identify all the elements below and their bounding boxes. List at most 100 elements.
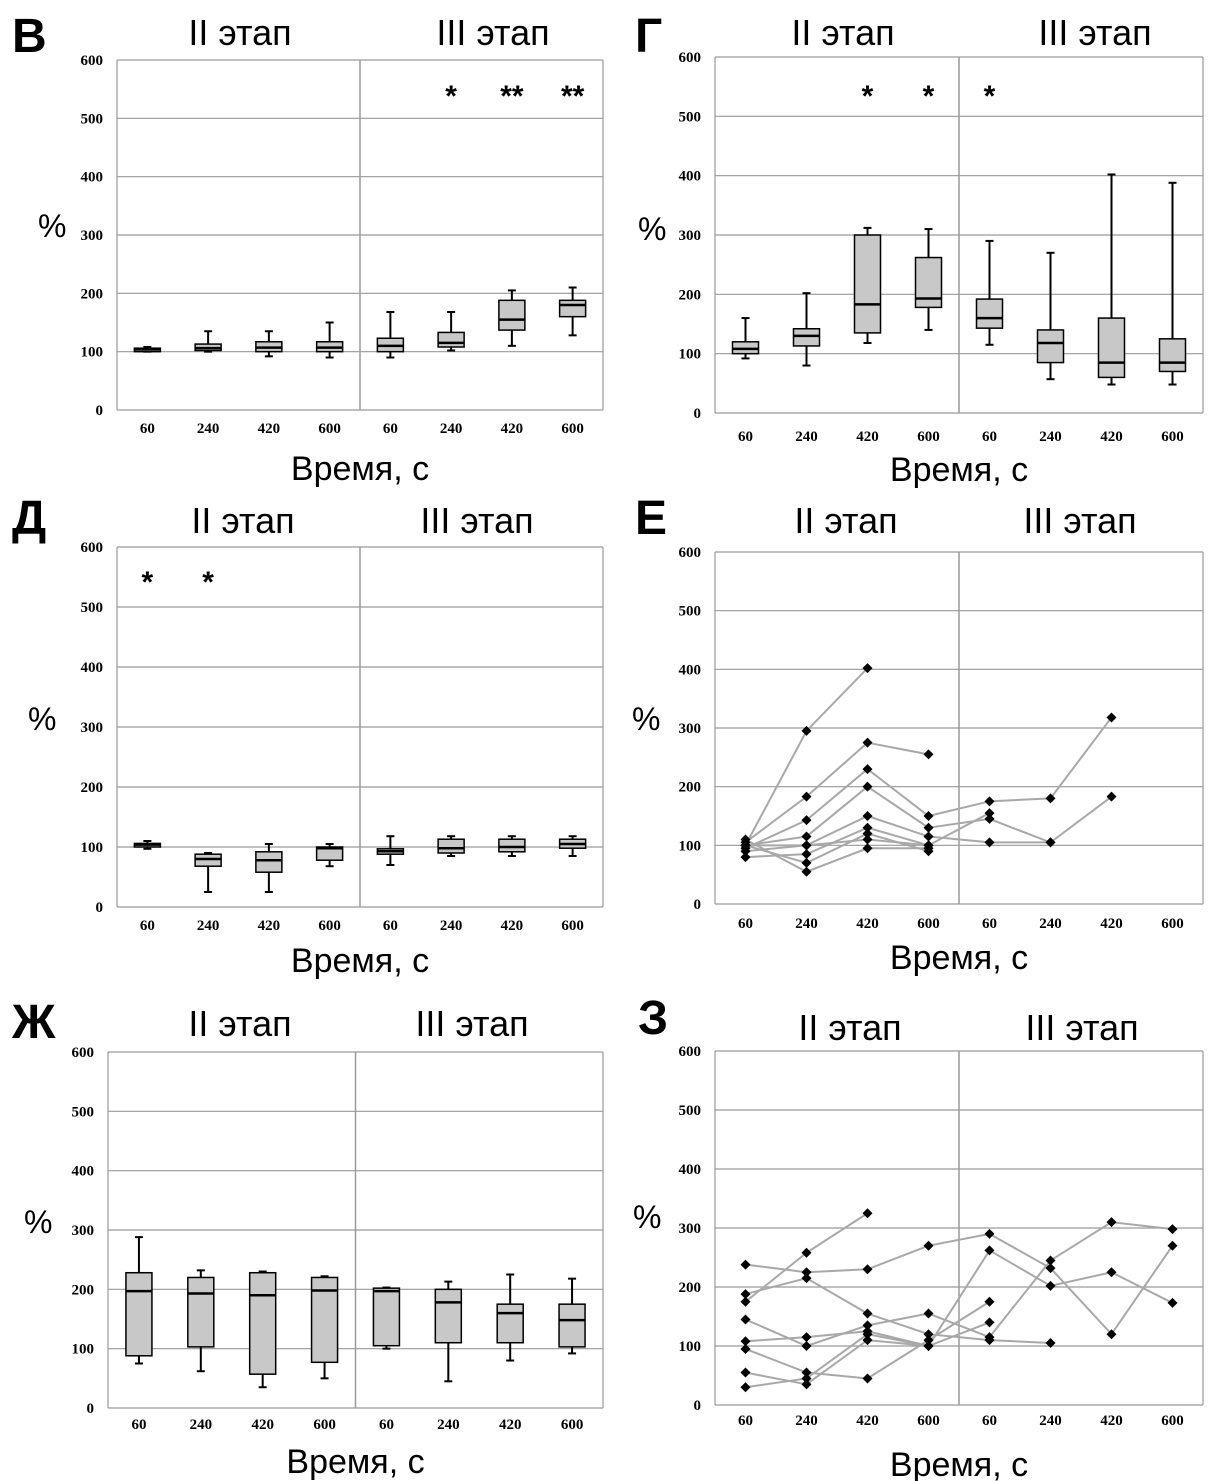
box xyxy=(1036,329,1065,364)
data-point-marker xyxy=(740,852,751,863)
data-point-marker xyxy=(1045,793,1056,804)
series-line xyxy=(745,1333,929,1389)
data-point-marker xyxy=(1106,1267,1117,1278)
data-point-marker xyxy=(740,1289,751,1300)
data-point-marker xyxy=(923,749,934,760)
significance-mark: * xyxy=(202,566,214,599)
x-tick-label: 60 xyxy=(131,1417,146,1433)
x-tick-label: 420 xyxy=(1100,429,1123,445)
y-tick-label: 0 xyxy=(694,897,702,913)
box xyxy=(437,331,465,348)
x-tick-label: 420 xyxy=(1100,1413,1123,1429)
x-tick-label: 420 xyxy=(499,1417,522,1433)
panel-letter: Д xyxy=(12,492,46,545)
x-tick-label: 60 xyxy=(379,1417,394,1433)
box xyxy=(792,327,821,347)
y-tick-label: 200 xyxy=(679,780,702,796)
data-point-marker xyxy=(984,1228,995,1239)
y-tick-label: 600 xyxy=(679,1044,702,1060)
data-point-marker xyxy=(862,822,873,833)
stage-label: III этап xyxy=(420,500,533,541)
data-point-marker xyxy=(923,811,934,821)
panel-letter: Ж xyxy=(11,996,56,1049)
significance-mark: ** xyxy=(561,80,585,113)
x-tick-label: 600 xyxy=(917,429,940,445)
x-tick-label: 240 xyxy=(1039,429,1062,445)
y-tick-label: 100 xyxy=(81,840,104,856)
x-tick-label: 60 xyxy=(982,916,997,932)
y-tick-label: 600 xyxy=(679,50,702,66)
x-tick-label: 60 xyxy=(383,421,398,437)
series-line xyxy=(745,1221,1173,1348)
x-axis-title: Время, с xyxy=(291,942,429,980)
stage-label: II этап xyxy=(798,1007,901,1048)
data-point-marker xyxy=(1167,1297,1178,1308)
y-tick-label: 600 xyxy=(81,53,104,69)
data-point-marker xyxy=(801,1367,812,1378)
y-axis-title: % xyxy=(632,701,660,737)
y-axis-title: % xyxy=(633,1199,661,1235)
data-point-marker xyxy=(801,815,812,826)
x-tick-label: 600 xyxy=(313,1417,336,1433)
stage-label: II этап xyxy=(191,500,294,541)
x-tick-label: 420 xyxy=(251,1417,274,1433)
data-point-marker xyxy=(1045,1263,1056,1274)
stage-label: II этап xyxy=(794,500,897,541)
x-tick-label: 240 xyxy=(1039,1413,1062,1429)
stage-label: III этап xyxy=(1038,12,1151,53)
x-tick-label: 240 xyxy=(440,918,463,934)
box xyxy=(1158,338,1187,373)
data-point-marker xyxy=(1106,712,1117,723)
y-tick-label: 200 xyxy=(679,287,702,303)
y-tick-label: 100 xyxy=(679,838,702,854)
box xyxy=(975,298,1004,329)
y-tick-label: 500 xyxy=(72,1104,95,1120)
data-point-marker xyxy=(740,1296,751,1307)
data-point-marker xyxy=(862,1208,873,1219)
y-tick-label: 0 xyxy=(694,406,702,422)
significance-mark: * xyxy=(984,80,996,113)
y-axis-title: % xyxy=(38,208,66,244)
data-point-marker xyxy=(862,1264,873,1275)
significance-mark: * xyxy=(142,566,154,599)
x-tick-label: 600 xyxy=(917,916,940,932)
box xyxy=(437,838,465,854)
data-point-marker xyxy=(801,791,812,802)
data-point-marker xyxy=(801,1247,812,1258)
stage-label: II этап xyxy=(188,12,291,53)
data-point-marker xyxy=(801,1379,812,1390)
y-tick-label: 400 xyxy=(679,1162,702,1178)
data-point-marker xyxy=(862,811,873,821)
y-tick-label: 0 xyxy=(96,403,104,419)
x-tick-label: 600 xyxy=(1161,429,1184,445)
series-line xyxy=(745,1249,1173,1348)
y-tick-label: 400 xyxy=(81,660,104,676)
significance-mark: ** xyxy=(500,80,524,113)
y-tick-label: 0 xyxy=(694,1398,702,1414)
y-tick-label: 500 xyxy=(679,1103,702,1119)
y-tick-label: 600 xyxy=(679,545,702,561)
y-tick-label: 100 xyxy=(72,1342,95,1358)
box xyxy=(372,1287,401,1347)
y-tick-label: 500 xyxy=(81,111,104,127)
data-point-marker xyxy=(984,1245,995,1256)
data-point-marker xyxy=(862,1329,873,1340)
data-point-marker xyxy=(1045,1255,1056,1266)
y-tick-label: 300 xyxy=(679,1221,702,1237)
data-point-marker xyxy=(740,846,751,857)
data-point-marker xyxy=(1167,1240,1178,1251)
data-point-marker xyxy=(801,849,812,860)
x-axis-title: Время, с xyxy=(890,451,1028,489)
significance-mark: * xyxy=(923,80,935,113)
x-tick-label: 600 xyxy=(561,421,584,437)
data-point-marker xyxy=(862,663,873,674)
y-tick-label: 300 xyxy=(679,228,702,244)
x-tick-label: 600 xyxy=(318,421,341,437)
data-point-marker xyxy=(862,1320,873,1331)
x-tick-label: 600 xyxy=(1161,916,1184,932)
x-tick-label: 240 xyxy=(440,421,463,437)
data-point-marker xyxy=(1106,791,1117,802)
data-point-marker xyxy=(984,813,995,824)
x-tick-label: 420 xyxy=(258,421,281,437)
